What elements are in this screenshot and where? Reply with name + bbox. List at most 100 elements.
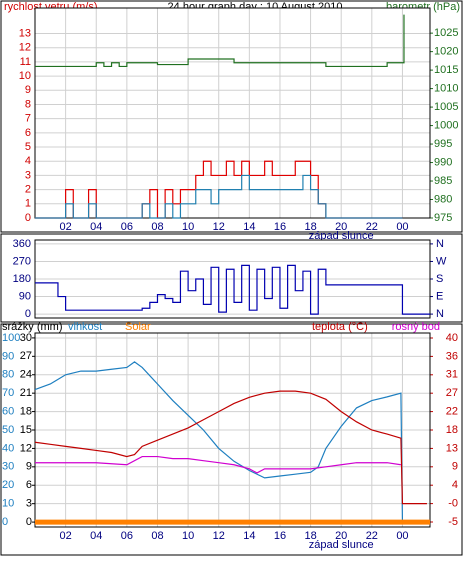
x-tick-label: 10 (182, 530, 194, 542)
y-tick-label: 0 (26, 516, 32, 528)
plot-area (34, 7, 431, 219)
x-tick-label: 02 (59, 530, 71, 542)
y-tick-label: 3 (25, 169, 31, 181)
y-tick-label: 20 (2, 479, 14, 491)
y-tick-label: 10 (19, 70, 31, 82)
y-tick-label: 3 (26, 498, 32, 510)
x-tick-label: 00 (396, 530, 408, 542)
y-tick-label: -0 (448, 498, 458, 510)
y-tick-label: 18 (20, 405, 32, 417)
x-tick-label: 04 (90, 530, 102, 542)
x-tick-label: 14 (243, 221, 255, 233)
y-tick-label: 1015 (434, 64, 458, 76)
y-tick-label: 21 (20, 387, 32, 399)
x-tick-label: 08 (151, 221, 163, 233)
x-tick-label: 20 (335, 530, 347, 542)
y-tick-label: 6 (26, 479, 32, 491)
y-tick-label: 27 (446, 387, 458, 399)
panel-frame (0, 233, 463, 323)
x-tick-label: 18 (304, 530, 316, 542)
series-line (35, 264, 430, 315)
y-tick-label: 1 (25, 198, 31, 210)
x-tick-label: 06 (121, 221, 133, 233)
y-tick-label: 6 (25, 127, 31, 139)
annotation: západ slunce (309, 230, 374, 242)
y-tick-label: N (436, 308, 444, 320)
y-tick-label: 9 (452, 461, 458, 473)
series-label: teplota (°C) (312, 321, 368, 333)
y-tick-label: 50 (2, 424, 14, 436)
y-tick-label: 1010 (434, 83, 458, 95)
series-label: srážky (mm) (2, 321, 63, 333)
y-tick-label: 70 (2, 387, 14, 399)
x-tick-label: 12 (213, 221, 225, 233)
y-tick-label: 18 (446, 424, 458, 436)
y-tick-label: S (436, 273, 443, 285)
series-label: vlhkost (68, 321, 102, 333)
y-tick-label: 0 (2, 516, 8, 528)
y-tick-label: 9 (25, 84, 31, 96)
y-tick-label: 10 (2, 498, 14, 510)
y-tick-label: 30 (20, 332, 32, 344)
y-tick-label: 0 (25, 308, 31, 320)
series-line (35, 14, 405, 68)
y-tick-label: 100 (2, 332, 20, 344)
y-tick-label: 7 (25, 113, 31, 125)
x-tick-label: 04 (90, 221, 102, 233)
y-tick-label: 11 (20, 56, 31, 68)
y-tick-label: 60 (2, 406, 14, 418)
y-tick-label: 360 (13, 238, 31, 250)
y-tick-label: 27 (20, 350, 32, 362)
plot-border (34, 332, 431, 528)
x-tick-label: 02 (59, 221, 71, 233)
y-tick-label: 15 (20, 424, 32, 436)
y-tick-label: 0 (25, 212, 31, 224)
x-tick-label: 06 (121, 530, 133, 542)
x-tick-label: 00 (396, 221, 408, 233)
y-tick-label: 270 (13, 255, 31, 267)
series-label: rosný bod (392, 321, 440, 333)
x-tick-label: 20 (335, 221, 347, 233)
y-tick-label: 985 (434, 175, 452, 187)
y-tick-label: 1020 (434, 46, 458, 58)
y-tick-label: 40 (2, 442, 14, 454)
y-tick-label: 13 (446, 442, 458, 454)
panel-frame (0, 323, 463, 556)
y-tick-label: 90 (19, 290, 31, 302)
y-tick-label: 13 (19, 27, 31, 39)
y-tick-label: 90 (2, 350, 14, 362)
y-tick-label: 4 (25, 155, 31, 167)
y-tick-label: 24 (20, 369, 32, 381)
y-tick-label: 80 (2, 369, 14, 381)
x-tick-label: 14 (243, 530, 255, 542)
y-tick-label: 31 (446, 369, 458, 381)
y-tick-label: 30 (2, 461, 14, 473)
y-tick-label: 8 (25, 98, 31, 110)
y-tick-label: 975 (434, 212, 452, 224)
x-tick-label: 12 (213, 530, 225, 542)
series-label: Solar (125, 321, 151, 333)
y-tick-label: 36 (446, 350, 458, 362)
x-tick-label: 18 (304, 221, 316, 233)
y-tick-label: 4 (452, 479, 458, 491)
y-tick-label: 995 (434, 138, 452, 150)
y-tick-label: 180 (13, 273, 31, 285)
y-tick-label: 12 (20, 442, 32, 454)
y-tick-label: 22 (446, 406, 458, 418)
x-tick-label: 22 (366, 530, 378, 542)
y-tick-label: 990 (434, 156, 452, 168)
x-tick-label: 10 (182, 221, 194, 233)
panel-frame (0, 0, 463, 233)
annotation: západ slunce (309, 539, 374, 551)
x-tick-label: 22 (366, 221, 378, 233)
y-tick-label: 1005 (434, 101, 458, 113)
y-tick-label: 5 (25, 141, 31, 153)
y-tick-label: 980 (434, 193, 452, 205)
y-tick-label: 12 (19, 42, 31, 54)
y-tick-label: 1025 (434, 27, 458, 39)
y-tick-label: N (436, 238, 444, 250)
x-tick-label: 16 (274, 221, 286, 233)
y-tick-label: W (436, 255, 447, 267)
